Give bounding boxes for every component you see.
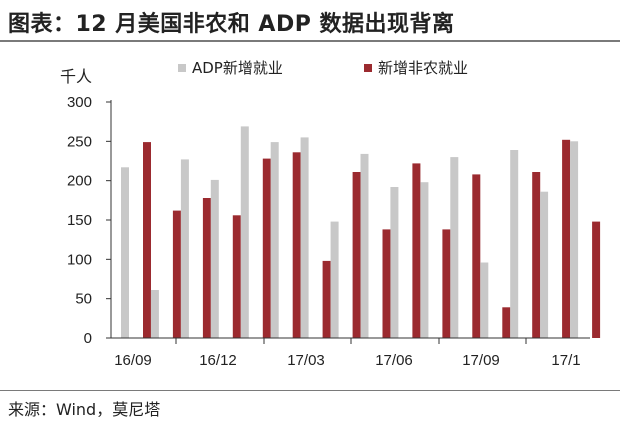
bar-adp-17/03 [300, 137, 309, 338]
legend-swatch-adp [178, 64, 186, 72]
bar-nfp-17/05 [382, 229, 391, 338]
bar-nfp-17/02 [292, 152, 301, 338]
bar-nfp-17/09 [502, 307, 511, 338]
bar-nfp-17/11 [562, 139, 571, 338]
bar-adp-17/08 [450, 157, 459, 338]
x-tick-label: 17/03 [287, 352, 325, 369]
y-axis-ticks: 0 50 100 150 200 250 300 [67, 94, 111, 347]
legend-label-nfp: 新增非农就业 [378, 59, 468, 77]
bar-nfp-16/09 [143, 142, 151, 338]
y-tick-label: 150 [67, 212, 92, 229]
x-tick-label: 16/09 [114, 352, 152, 369]
x-tick-label: 17/09 [462, 352, 500, 369]
y-tick-label: 0 [84, 330, 92, 347]
x-tick-label: 17/1 [551, 352, 580, 369]
chart-title: 图表：12 月美国非农和 ADP 数据出现背离 [8, 12, 455, 37]
bar-chart: 千人 ADP新增就业 新增非农就业 0 50 100 150 200 250 300 16/… [60, 59, 601, 369]
bar-adp-17/07 [420, 182, 429, 338]
legend-label-adp: ADP新增就业 [192, 59, 283, 77]
bar-adp-17/11 [540, 191, 549, 338]
bar-nfp-17/12 [592, 221, 601, 338]
bar-adp-16/11 [180, 159, 189, 338]
bar-adp-17/01 [240, 126, 249, 339]
y-axis-unit: 千人 [60, 67, 92, 86]
y-tick-label: 50 [75, 291, 92, 308]
title-divider [0, 40, 620, 42]
bar-adp-17/04 [330, 221, 339, 338]
bar-nfp-17/04 [352, 172, 361, 338]
bar-nfp-17/10 [532, 172, 541, 338]
y-tick-label: 200 [67, 173, 92, 190]
x-tick-label: 16/12 [199, 352, 237, 369]
bar-nfp-17/03 [322, 260, 331, 338]
footer-divider [0, 390, 620, 391]
bar-adp-17/06 [390, 187, 399, 338]
legend: ADP新增就业 新增非农就业 [178, 59, 468, 77]
y-tick-label: 100 [67, 251, 92, 268]
bars [121, 126, 601, 339]
bar-adp-16/10 [150, 290, 159, 338]
bar-adp-17/02 [270, 142, 279, 338]
bar-nfp-17/06 [412, 163, 421, 338]
bar-adp-17/12 [570, 141, 579, 338]
bar-nfp-17/08 [472, 174, 481, 338]
bar-adp-16/12 [210, 179, 219, 338]
bar-nfp-16/10 [172, 210, 181, 338]
x-axis-ticks: 16/09 16/12 17/03 17/06 17/09 17/1 [114, 338, 581, 369]
bar-nfp-17/01 [262, 158, 271, 338]
bar-nfp-16/12 [232, 215, 241, 338]
y-tick-label: 300 [67, 94, 92, 111]
y-tick-label: 250 [67, 133, 92, 150]
bar-adp-17/10 [510, 150, 519, 338]
bar-adp-16/09 [121, 167, 129, 338]
bar-adp-17/09 [480, 262, 489, 338]
x-tick-label: 17/06 [375, 352, 413, 369]
legend-swatch-nfp [364, 64, 372, 72]
bar-nfp-17/07 [442, 229, 451, 338]
bar-adp-17/05 [360, 153, 369, 338]
bar-nfp-16/11 [202, 198, 211, 338]
source-note: 来源：Wind，莫尼塔 [8, 400, 161, 419]
